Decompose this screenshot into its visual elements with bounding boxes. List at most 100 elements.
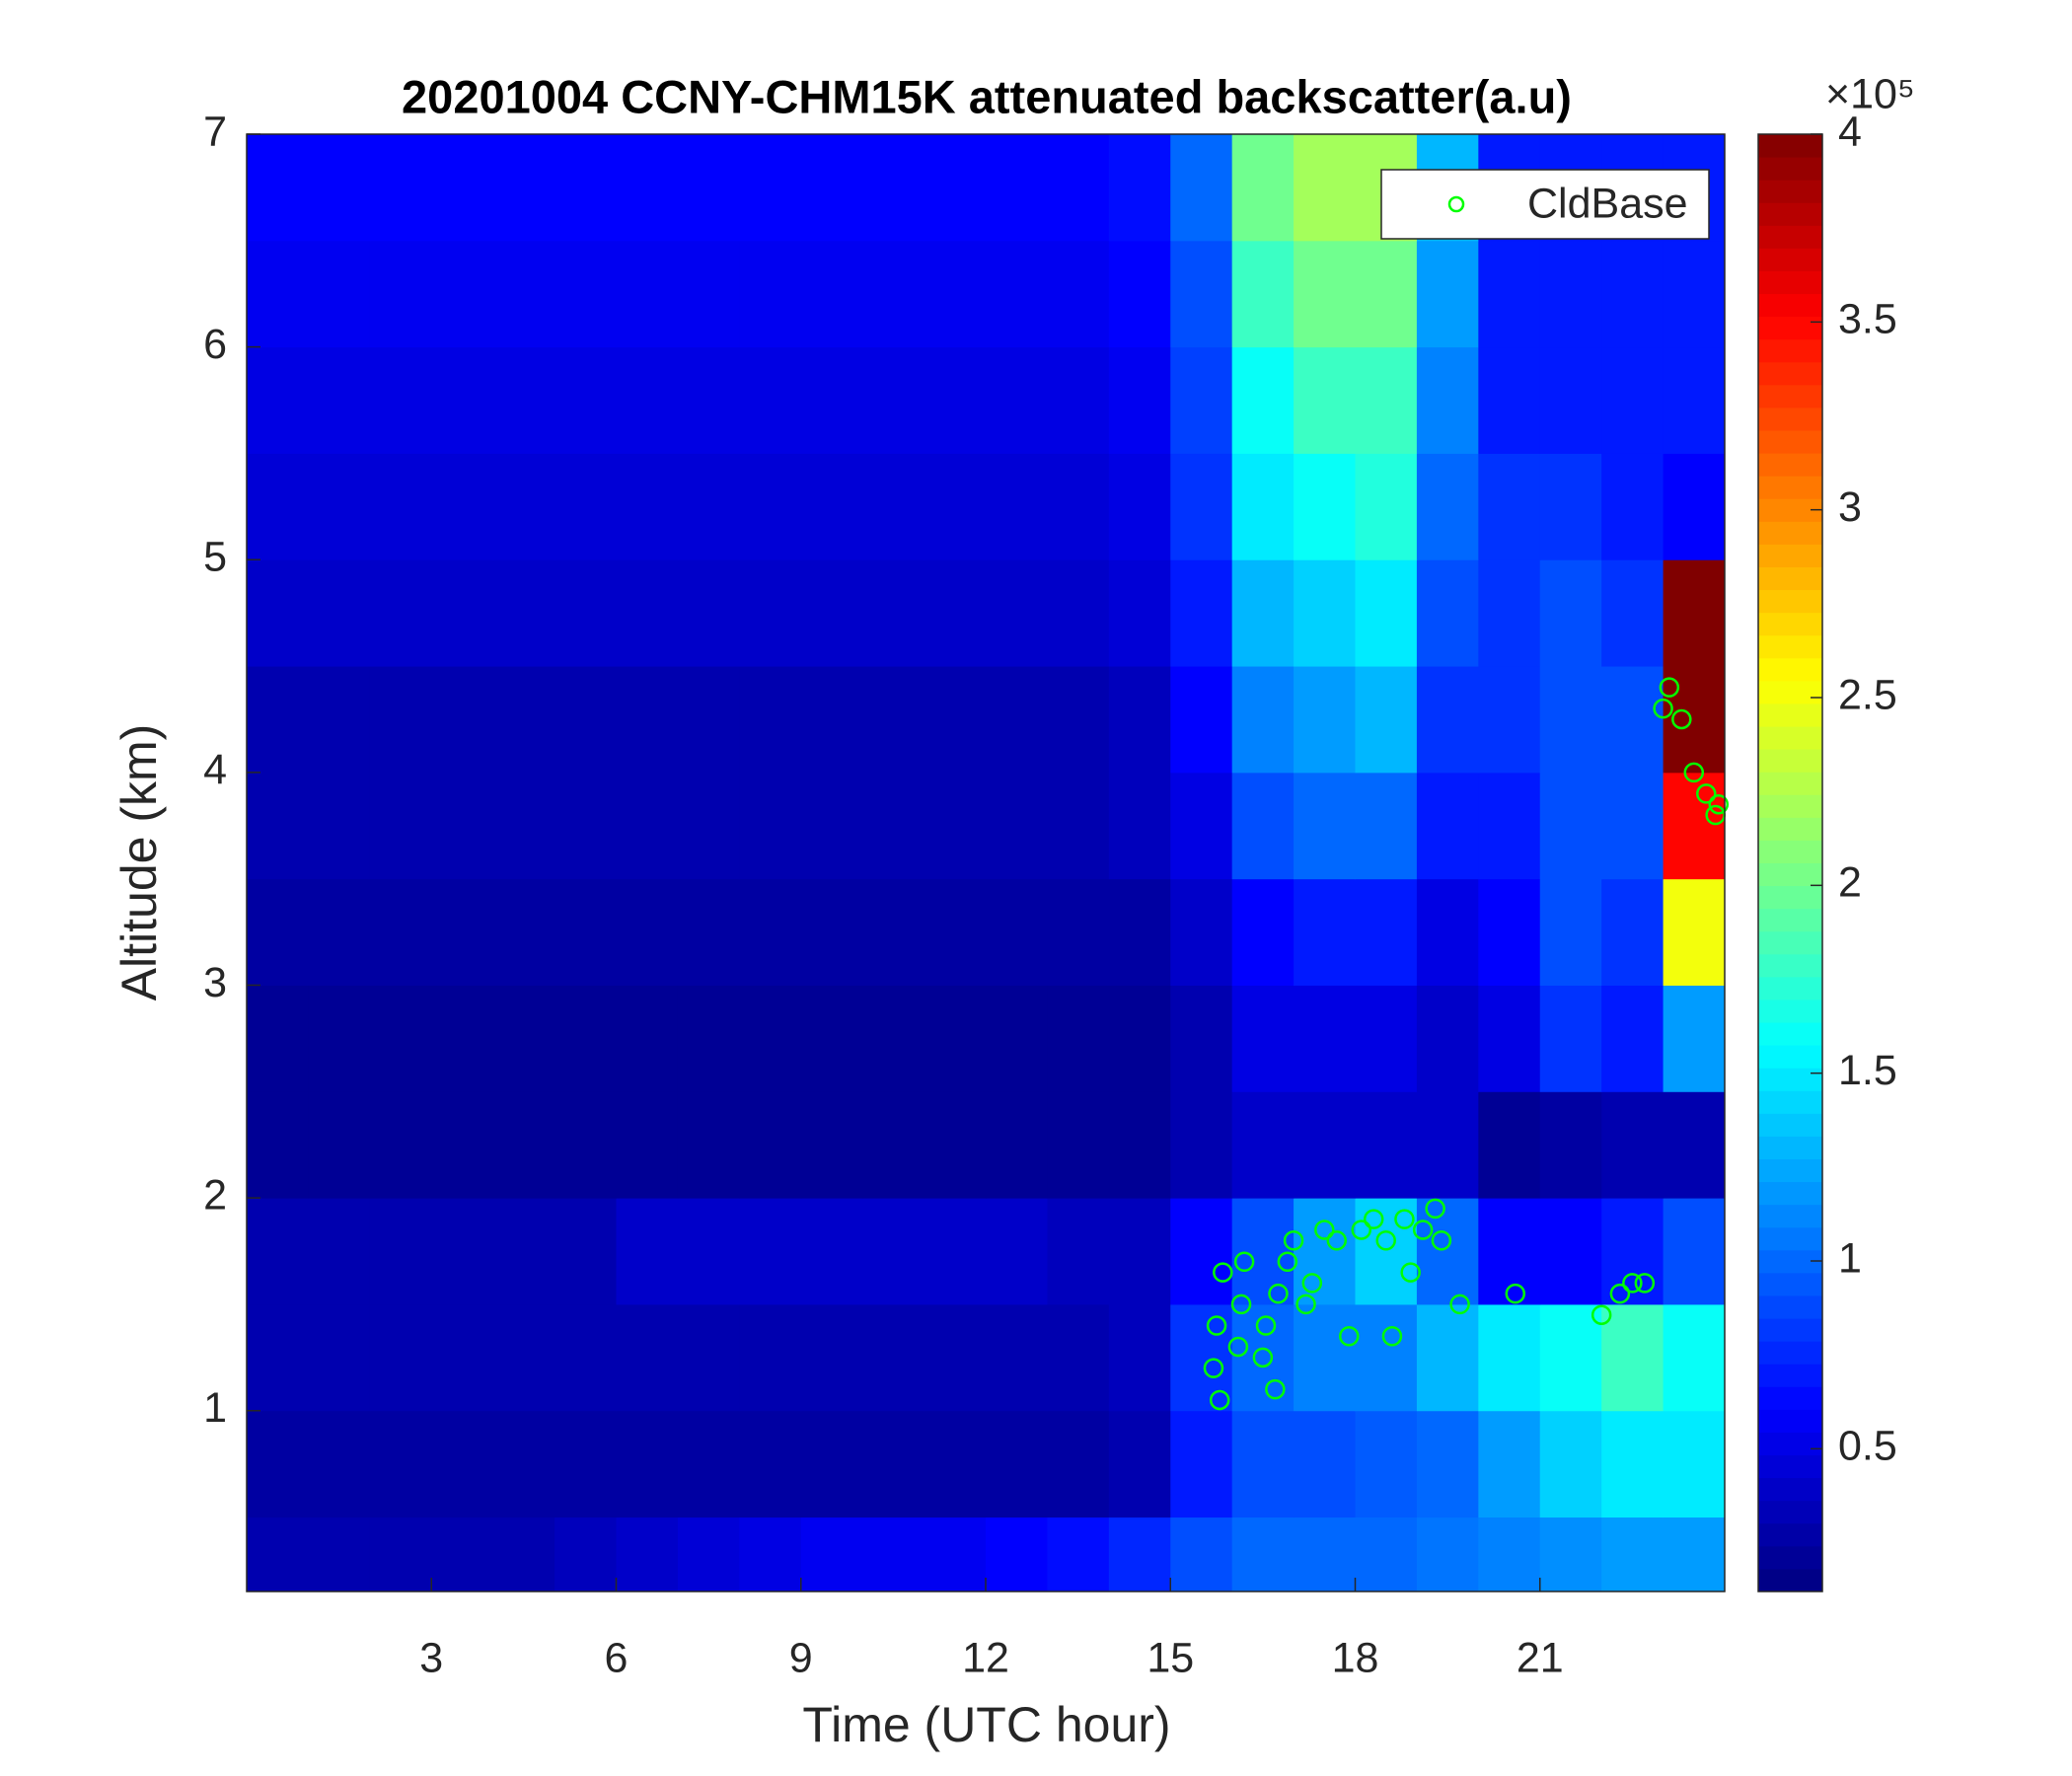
heatmap-cell	[1047, 453, 1110, 560]
heatmap-cell	[492, 1410, 555, 1518]
heatmap-cell	[369, 1303, 432, 1412]
cloud-base-marker	[1696, 783, 1717, 804]
heatmap-cell	[739, 134, 802, 242]
colorbar-swatch	[1758, 430, 1822, 454]
heatmap-cell	[1108, 666, 1171, 774]
heatmap-cell	[369, 1198, 432, 1305]
heatmap-cell	[1539, 1091, 1602, 1199]
heatmap-cell	[308, 985, 371, 1092]
heatmap-cell	[555, 453, 617, 560]
heatmap-cell	[924, 240, 987, 348]
heatmap-cell	[369, 453, 432, 560]
heatmap-cell	[677, 1091, 740, 1199]
heatmap-cell	[800, 985, 863, 1092]
colorbar-tick-label: 3	[1838, 483, 1862, 531]
heatmap-cell	[1478, 666, 1541, 774]
heatmap-cell	[1294, 985, 1356, 1092]
heatmap-cell	[1416, 240, 1479, 348]
heatmap-cell	[369, 666, 432, 774]
heatmap-cell	[1355, 453, 1418, 560]
heatmap-cell	[862, 559, 925, 667]
cloud-base-marker	[1363, 1209, 1384, 1229]
colorbar-swatch	[1758, 1364, 1822, 1387]
x-tick-label: 18	[1332, 1634, 1379, 1681]
heatmap-cell	[616, 985, 679, 1092]
heatmap-cell	[431, 1410, 494, 1518]
heatmap-cell	[492, 240, 555, 348]
heatmap-cell	[677, 1517, 740, 1592]
heatmap-cell	[1231, 1517, 1295, 1592]
heatmap-cell	[492, 772, 555, 880]
heatmap-cell	[1170, 1517, 1233, 1592]
heatmap-cell	[616, 1198, 679, 1305]
heatmap-cell	[1355, 1198, 1418, 1305]
heatmap-cell	[1294, 772, 1356, 880]
heatmap-cell	[308, 1091, 371, 1199]
cloud-base-marker	[1394, 1209, 1415, 1229]
colorbar-swatch	[1758, 316, 1822, 340]
colorbar-swatch	[1758, 930, 1822, 955]
heatmap-cell	[677, 134, 740, 242]
cloud-base-marker	[1295, 1294, 1316, 1315]
heatmap-cell	[986, 134, 1048, 242]
colorbar-swatch	[1758, 817, 1822, 841]
heatmap-cell	[677, 772, 740, 880]
heatmap-cell	[1478, 1303, 1541, 1412]
heatmap-cell	[924, 134, 987, 242]
cloud-base-marker	[1412, 1220, 1434, 1240]
colorbar-swatch	[1758, 885, 1822, 910]
heatmap-cell	[369, 772, 432, 880]
heatmap-cell	[1416, 1198, 1479, 1305]
heatmap-cell	[1170, 772, 1233, 880]
heatmap-cell	[800, 134, 863, 242]
heatmap-cell	[1539, 240, 1602, 348]
cloud-base-marker	[1683, 762, 1705, 783]
heatmap-cell	[1231, 1091, 1295, 1199]
heatmap-cell	[1108, 878, 1171, 986]
heatmap-cell	[308, 1303, 371, 1412]
heatmap-cell	[492, 134, 555, 242]
colorbar-swatch	[1758, 1409, 1822, 1433]
heatmap-cell	[1663, 1091, 1726, 1199]
heatmap-cell	[1539, 1410, 1602, 1518]
heatmap-cell	[739, 1410, 802, 1518]
heatmap-cell	[431, 134, 494, 242]
heatmap-cell	[308, 346, 371, 454]
heatmap-cell	[739, 1517, 802, 1592]
heatmap-cell	[739, 1198, 802, 1305]
heatmap-cell	[369, 1517, 432, 1592]
heatmap-cell	[1663, 346, 1726, 454]
legend-box	[1380, 169, 1710, 240]
heatmap-cell	[1047, 1091, 1110, 1199]
heatmap-cell	[1294, 1303, 1356, 1412]
cloud-base-marker	[1268, 1283, 1289, 1304]
heatmap-cell	[1355, 772, 1418, 880]
heatmap-cell	[862, 1410, 925, 1518]
y-tick-label: 7	[203, 108, 227, 155]
heatmap-cell	[800, 878, 863, 986]
heatmap-cell	[431, 878, 494, 986]
heatmap-cell	[677, 346, 740, 454]
heatmap-cell	[555, 134, 617, 242]
colorbar-swatch	[1758, 384, 1822, 408]
colorbar-swatch	[1758, 1545, 1822, 1570]
heatmap-cell	[862, 772, 925, 880]
heatmap-cell	[1170, 453, 1233, 560]
heatmap-cell	[677, 985, 740, 1092]
y-tick-label: 4	[203, 746, 227, 793]
heatmap-cell	[1108, 1091, 1171, 1199]
heatmap-cell	[739, 240, 802, 348]
heatmap-cell	[1231, 559, 1295, 667]
heatmap-cell	[1601, 1303, 1665, 1412]
heatmap-cell	[1047, 1303, 1110, 1412]
heatmap-cell	[1355, 878, 1418, 986]
colorbar-swatch	[1758, 1568, 1822, 1592]
heatmap-cell	[1294, 453, 1356, 560]
heatmap-cell	[739, 1091, 802, 1199]
heatmap-cell	[1108, 1517, 1171, 1592]
heatmap-cell	[739, 1303, 802, 1412]
heatmap-cell	[1539, 346, 1602, 454]
heatmap-cell	[1478, 1410, 1541, 1518]
heatmap-cell	[924, 985, 987, 1092]
heatmap-cell	[555, 772, 617, 880]
